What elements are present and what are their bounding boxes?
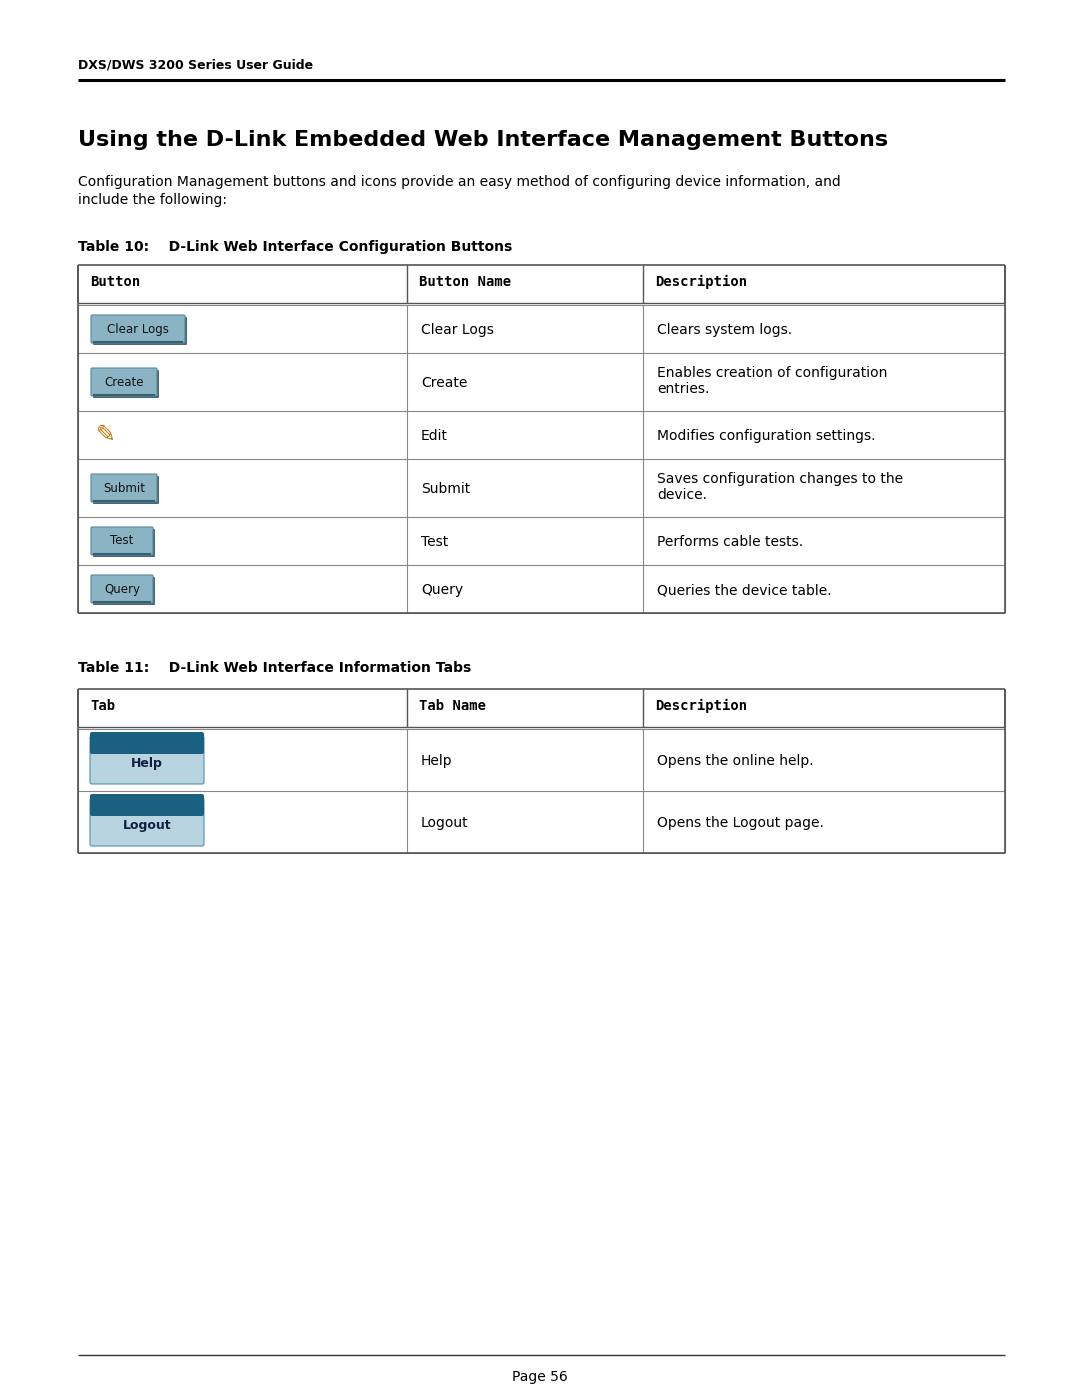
- Text: Submit: Submit: [103, 482, 145, 495]
- Text: Page 56: Page 56: [512, 1370, 568, 1384]
- FancyBboxPatch shape: [93, 577, 156, 605]
- Text: Queries the device table.: Queries the device table.: [657, 583, 832, 597]
- Text: Help: Help: [131, 757, 163, 771]
- Text: ✎: ✎: [96, 423, 116, 447]
- Text: Saves configuration changes to the: Saves configuration changes to the: [657, 472, 903, 486]
- Text: Performs cable tests.: Performs cable tests.: [657, 535, 804, 549]
- Text: Configuration Management buttons and icons provide an easy method of configuring: Configuration Management buttons and ico…: [78, 175, 840, 189]
- FancyBboxPatch shape: [93, 370, 159, 398]
- FancyBboxPatch shape: [90, 798, 204, 847]
- Text: Table 10:    D-Link Web Interface Configuration Buttons: Table 10: D-Link Web Interface Configura…: [78, 240, 512, 254]
- FancyBboxPatch shape: [93, 529, 156, 557]
- Text: Clear Logs: Clear Logs: [421, 323, 494, 337]
- Text: Test: Test: [110, 535, 134, 548]
- Text: Create: Create: [421, 376, 468, 390]
- Text: Button: Button: [90, 275, 140, 289]
- Text: Enables creation of configuration: Enables creation of configuration: [657, 366, 888, 380]
- Text: Edit: Edit: [421, 429, 448, 443]
- Text: Clear Logs: Clear Logs: [107, 323, 168, 335]
- Text: Clears system logs.: Clears system logs.: [657, 323, 792, 337]
- FancyBboxPatch shape: [91, 314, 185, 344]
- Text: Help: Help: [421, 754, 453, 768]
- Text: Query: Query: [421, 583, 463, 597]
- FancyBboxPatch shape: [91, 576, 153, 604]
- FancyBboxPatch shape: [91, 474, 157, 502]
- FancyBboxPatch shape: [90, 736, 204, 784]
- Text: Query: Query: [104, 583, 140, 595]
- Text: entries.: entries.: [657, 381, 710, 395]
- FancyBboxPatch shape: [91, 527, 153, 555]
- FancyBboxPatch shape: [93, 317, 187, 345]
- FancyBboxPatch shape: [90, 732, 204, 754]
- Text: Tab: Tab: [90, 698, 116, 712]
- Text: Button Name: Button Name: [419, 275, 511, 289]
- Text: device.: device.: [657, 488, 707, 502]
- Text: Description: Description: [654, 275, 747, 289]
- FancyBboxPatch shape: [93, 476, 159, 504]
- Text: Opens the online help.: Opens the online help.: [657, 754, 813, 768]
- Text: Modifies configuration settings.: Modifies configuration settings.: [657, 429, 876, 443]
- FancyBboxPatch shape: [91, 367, 157, 395]
- Text: DXS/DWS 3200 Series User Guide: DXS/DWS 3200 Series User Guide: [78, 59, 313, 71]
- Text: Logout: Logout: [123, 820, 172, 833]
- Text: include the following:: include the following:: [78, 193, 227, 207]
- Text: Logout: Logout: [421, 816, 469, 830]
- FancyBboxPatch shape: [90, 793, 204, 816]
- Text: Description: Description: [654, 698, 747, 712]
- Text: Using the D-Link Embedded Web Interface Management Buttons: Using the D-Link Embedded Web Interface …: [78, 130, 888, 149]
- Text: Test: Test: [421, 535, 448, 549]
- Text: Create: Create: [105, 376, 144, 388]
- Text: Tab Name: Tab Name: [419, 698, 486, 712]
- Text: Submit: Submit: [421, 482, 470, 496]
- Text: Table 11:    D-Link Web Interface Information Tabs: Table 11: D-Link Web Interface Informati…: [78, 661, 471, 675]
- Text: Opens the Logout page.: Opens the Logout page.: [657, 816, 824, 830]
